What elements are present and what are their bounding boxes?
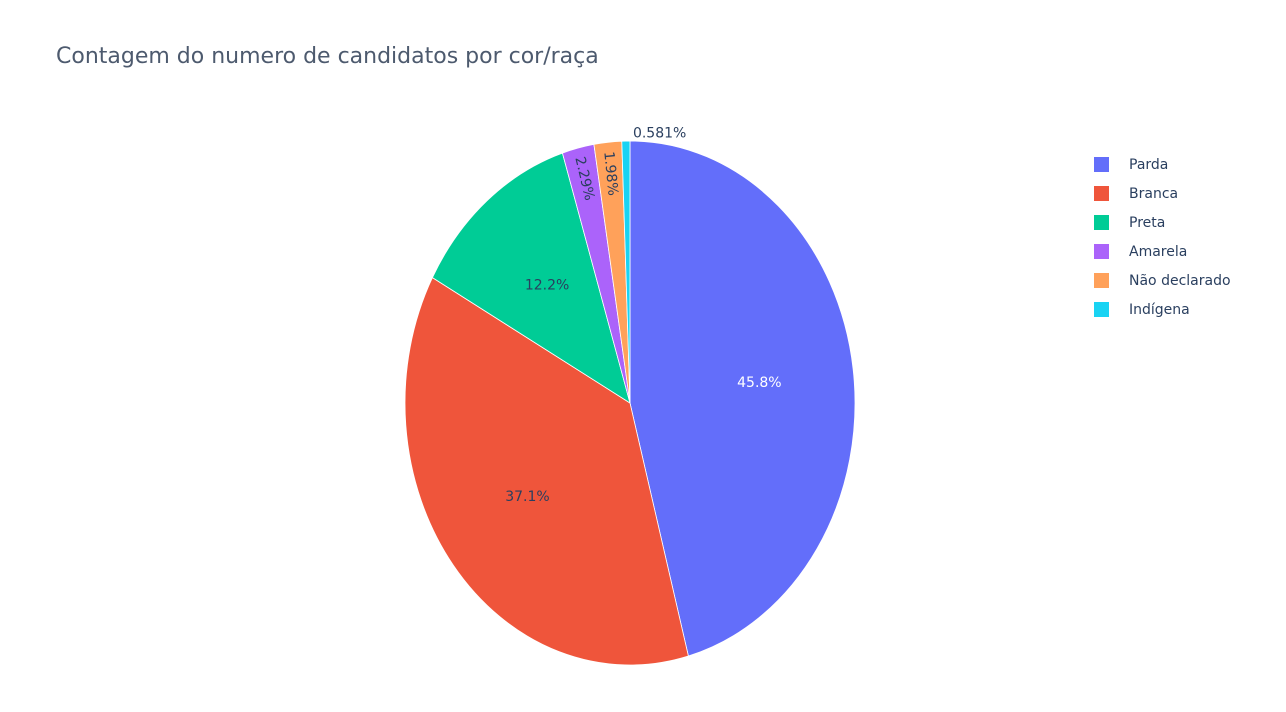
legend-item-nao-declarado[interactable]: Não declarado bbox=[1094, 266, 1231, 295]
legend-label: Branca bbox=[1129, 185, 1179, 202]
pie-slice-label-indigena: 0.581% bbox=[633, 125, 686, 141]
legend-swatch bbox=[1094, 273, 1109, 288]
legend-label: Parda bbox=[1129, 156, 1169, 173]
legend-label: Não declarado bbox=[1129, 272, 1231, 289]
legend-item-branca[interactable]: Branca bbox=[1094, 179, 1231, 208]
legend-swatch bbox=[1094, 215, 1109, 230]
pie-slice-label-parda: 45.8% bbox=[737, 375, 781, 391]
pie-slice-label-branca: 37.1% bbox=[505, 489, 549, 505]
legend-item-amarela[interactable]: Amarela bbox=[1094, 237, 1231, 266]
legend-label: Preta bbox=[1129, 214, 1166, 231]
legend-label: Indígena bbox=[1129, 301, 1190, 318]
pie-slice-parda bbox=[629, 140, 856, 657]
legend-swatch bbox=[1094, 302, 1109, 317]
pie-slice-branca bbox=[404, 277, 689, 666]
pie-slice-label-preta: 12.2% bbox=[525, 278, 569, 294]
legend-label: Amarela bbox=[1129, 243, 1188, 260]
legend-swatch bbox=[1094, 157, 1109, 172]
pie-slice-preta bbox=[431, 152, 631, 404]
pie-slice-label-nao-declarado: 1.98% bbox=[600, 151, 620, 197]
legend-swatch bbox=[1094, 244, 1109, 259]
chart-title: Contagem do numero de candidatos por cor… bbox=[56, 44, 599, 69]
legend-item-indigena[interactable]: Indígena bbox=[1094, 295, 1231, 324]
pie-slice-indigena bbox=[621, 140, 631, 404]
legend-item-preta[interactable]: Preta bbox=[1094, 208, 1231, 237]
legend-item-parda[interactable]: Parda bbox=[1094, 150, 1231, 179]
legend-swatch bbox=[1094, 186, 1109, 201]
legend: Parda Branca Preta Amarela Não declarado Indí… bbox=[1094, 150, 1231, 324]
